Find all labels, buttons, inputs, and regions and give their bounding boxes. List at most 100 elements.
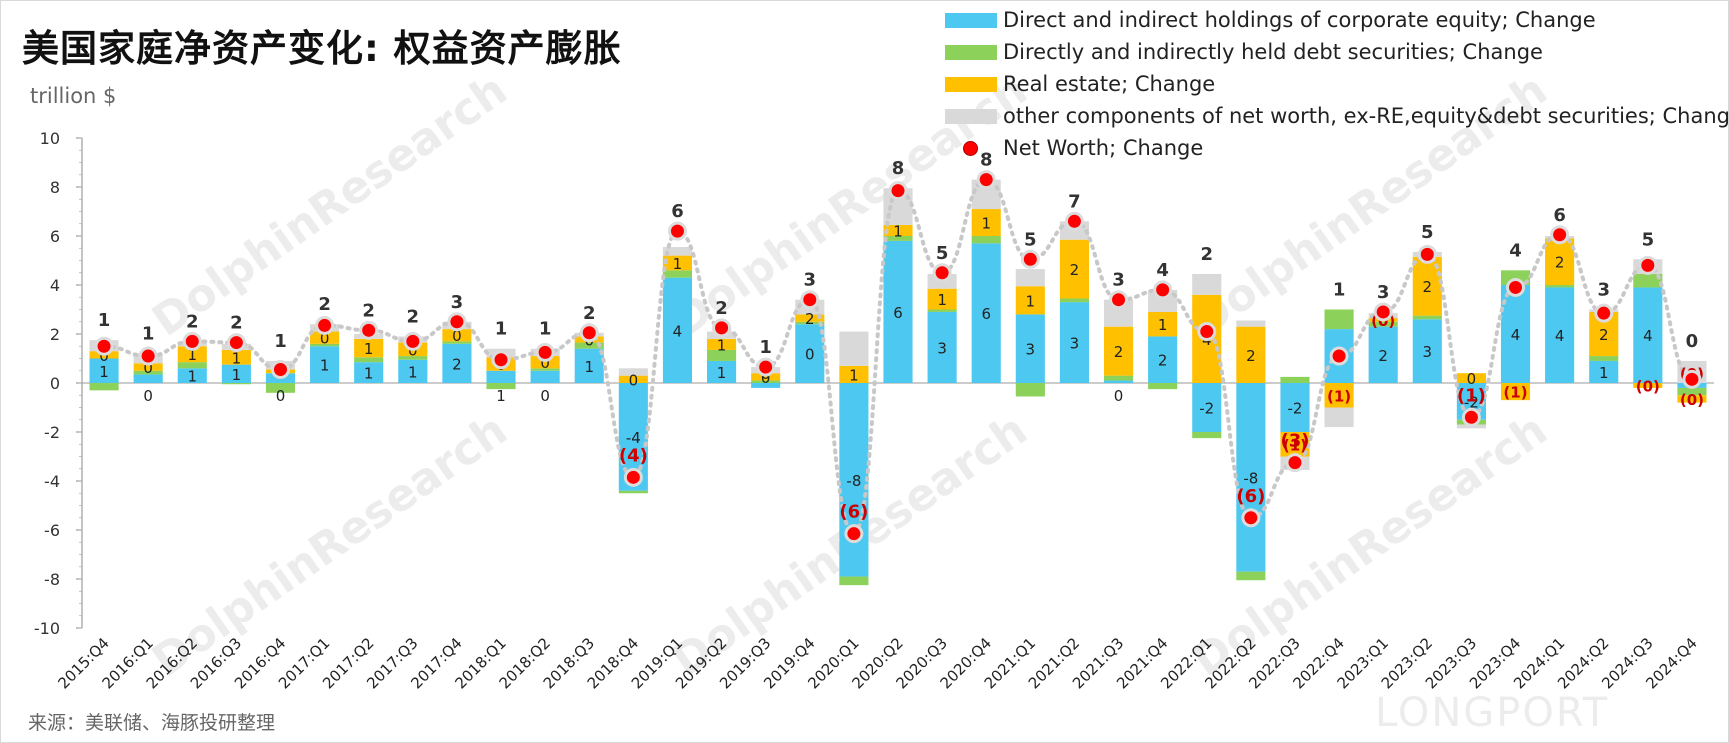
- net-worth-total-label: 8: [892, 158, 905, 179]
- net-worth-marker: [1506, 277, 1526, 297]
- net-worth-total-label: 1: [539, 319, 552, 340]
- bar-other: [1192, 273, 1222, 295]
- bar-debt: [530, 368, 560, 371]
- bar-debt: [310, 343, 340, 347]
- segment-label-equity: 4: [1555, 327, 1565, 345]
- segment-label-equity: 6: [893, 304, 903, 322]
- legend-swatch-debt: [945, 44, 997, 60]
- net-worth-marker: [1594, 303, 1614, 323]
- bar-other: [1324, 407, 1354, 428]
- segment-label-real-estate: 1: [364, 340, 374, 358]
- net-worth-marker: [712, 318, 732, 338]
- bar-equity: [221, 364, 251, 383]
- bar-real-estate: [971, 209, 1001, 236]
- bar-equity: [927, 311, 957, 383]
- bar-real-estate: [662, 255, 693, 271]
- bar-equity: [1545, 287, 1575, 383]
- legend-label-debt: Directly and indirectly held debt securi…: [1003, 40, 1543, 64]
- bar-real-estate: [177, 346, 207, 363]
- bar-debt: [1677, 387, 1707, 396]
- bar-debt: [1148, 383, 1178, 390]
- segment-label-equity: 1: [496, 387, 506, 405]
- bar-other: [662, 247, 693, 256]
- segment-label-equity: 2: [1378, 347, 1388, 365]
- segment-label-real-estate: 0: [452, 327, 462, 345]
- y-tick-label: 0: [50, 374, 60, 393]
- bar-debt: [442, 341, 472, 344]
- bar-equity: [1103, 380, 1134, 383]
- bar-debt: [971, 236, 1001, 244]
- bar-real-estate: [839, 365, 869, 383]
- segment-label-equity: 0: [805, 346, 815, 364]
- bar-real-estate: [442, 329, 472, 342]
- net-worth-total-label: 1: [142, 324, 155, 345]
- net-worth-marker: [1329, 346, 1349, 366]
- legend-swatch-other: [945, 108, 997, 124]
- net-worth-total-label: 0: [1686, 331, 1699, 352]
- net-worth-total-label: 1: [98, 310, 111, 331]
- net-worth-total-label: 5: [936, 243, 949, 264]
- net-worth-marker: [315, 315, 335, 335]
- legend-label-net-worth: Net Worth; Change: [1003, 136, 1204, 160]
- net-worth-marker: [844, 524, 864, 544]
- bar-equity: [1236, 383, 1266, 572]
- net-worth-total-label: 6: [1553, 205, 1566, 226]
- net-worth-marker: [535, 342, 555, 362]
- net-worth-marker: [1638, 255, 1658, 275]
- segment-label-real-estate: 0: [761, 369, 771, 387]
- y-tick-label: -10: [34, 619, 60, 638]
- net-worth-marker: [1373, 302, 1393, 322]
- net-worth-total-label: 6: [671, 201, 684, 222]
- segment-label-real-estate: 1: [232, 349, 242, 367]
- net-worth-total-label: 1: [274, 331, 287, 352]
- bar-real-estate: [1324, 383, 1354, 408]
- segment-label-equity: 1: [320, 357, 330, 375]
- bar-other: [839, 331, 869, 366]
- net-worth-total-label: 2: [362, 300, 375, 321]
- segment-label-equity: 3: [1070, 335, 1080, 353]
- bar-equity: [707, 360, 737, 383]
- bar-equity: [1280, 383, 1310, 432]
- bar-equity: [310, 346, 340, 383]
- segment-label-real-estate: (1): [1283, 436, 1307, 454]
- bar-debt: [1589, 356, 1619, 361]
- net-worth-total-label: 1: [1333, 280, 1346, 301]
- net-worth-marker: [359, 320, 379, 340]
- net-worth-marker: [1417, 244, 1437, 264]
- segment-label-equity: 6: [981, 305, 991, 323]
- bar-debt: [751, 380, 781, 383]
- segment-label-real-estate: 0: [143, 359, 153, 377]
- bar-real-estate: [927, 288, 957, 310]
- segment-label-equity: 1: [364, 365, 374, 383]
- net-worth-marker: [1197, 322, 1217, 342]
- y-tick-label: 2: [50, 325, 60, 344]
- segment-label-equity: 3: [1423, 343, 1433, 361]
- bar-other: [1236, 320, 1266, 327]
- segment-label-equity: -2: [1287, 400, 1302, 418]
- segment-label-real-estate: 0: [540, 354, 550, 372]
- bar-debt: [1368, 321, 1398, 327]
- bar-real-estate: [1545, 238, 1575, 285]
- y-tick-label: -6: [44, 521, 60, 540]
- bar-real-estate: [354, 338, 384, 358]
- segment-label-real-estate: 1: [1158, 316, 1168, 334]
- segment-label-real-estate: 0: [99, 347, 109, 365]
- bar-equity: [883, 240, 913, 383]
- net-worth-total-label: 3: [1112, 270, 1125, 291]
- segment-label-real-estate: 2: [1423, 278, 1433, 296]
- bar-debt: [398, 356, 428, 360]
- segment-label-equity: 4: [673, 322, 683, 340]
- segment-label-equity: 4: [1511, 326, 1521, 344]
- bar-equity: [574, 348, 604, 383]
- bar-equity: [442, 343, 472, 383]
- bar-other: [618, 368, 648, 376]
- segment-label-real-estate: (1): [1327, 387, 1351, 405]
- y-tick-label: -4: [44, 472, 60, 491]
- net-worth-total-label: 2: [715, 298, 728, 319]
- net-worth-total-label: 2: [318, 294, 331, 315]
- y-tick-label: -2: [44, 423, 60, 442]
- bar-real-estate: [1500, 383, 1531, 401]
- segment-label-equity: 1: [717, 364, 727, 382]
- net-worth-total-label: 2: [1200, 244, 1213, 265]
